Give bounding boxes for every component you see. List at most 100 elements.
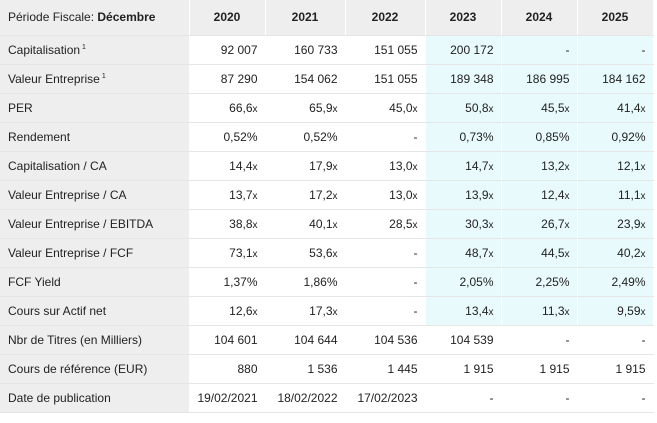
multiple-suffix: x (252, 306, 258, 318)
value-text: 18/02/2022 (277, 390, 338, 405)
value-text: 11,1 (618, 187, 641, 202)
value-text: 13,2 (541, 158, 565, 173)
value-text: 11,3 (542, 303, 565, 318)
row-label-text: Nbr de Titres (en Milliers) (8, 332, 143, 347)
value-text: - (641, 332, 646, 347)
value-text: 2,25% (535, 274, 570, 289)
year-header: 2022 (345, 0, 426, 36)
multiple-suffix: x (252, 248, 258, 260)
value-cell: - (345, 238, 426, 268)
value-text: 1 915 (615, 361, 646, 376)
table-row: Valeur Entreprise 1 87 290 154 062 151 055 18… (0, 64, 654, 94)
row-label-text: Valeur Entreprise / FCF (8, 245, 134, 260)
value-cell: 41,4x (577, 93, 654, 123)
value-text: 28,5 (389, 216, 413, 231)
multiple-suffix: x (412, 161, 418, 173)
value-text: 44,5 (541, 245, 565, 260)
row-label: Cours de référence (EUR) (0, 354, 190, 384)
value-text: 154 062 (294, 71, 338, 86)
value-cell: 11,3x (501, 296, 578, 326)
value-cell: 151 055 (345, 35, 426, 65)
value-text: 104 539 (450, 332, 494, 347)
value-text: 45,0 (389, 100, 413, 115)
value-text: 38,8 (229, 216, 253, 231)
value-text: 151 055 (374, 71, 418, 86)
year-header: 2020 (189, 0, 266, 36)
row-label-text: Capitalisation / CA (8, 158, 107, 173)
value-text: 26,7 (541, 216, 565, 231)
value-cell: 23,9x (577, 209, 654, 239)
value-text: 1 536 (307, 361, 338, 376)
value-cell: - (501, 383, 578, 413)
value-cell: 87 290 (189, 64, 266, 94)
value-cell: 1 915 (501, 354, 578, 384)
row-label: Valeur Entreprise / EBITDA (0, 209, 190, 239)
multiple-suffix: x (640, 248, 646, 260)
table-row: Valeur Entreprise / EBITDA 38,8x 40,1x 28,5… (0, 209, 654, 239)
value-cell: 28,5x (345, 209, 426, 239)
value-cell: - (501, 325, 578, 355)
multiple-suffix: x (488, 219, 494, 231)
header-row: Période Fiscale: Décembre 2020 2021 2022… (0, 0, 654, 36)
row-label: Rendement (0, 122, 190, 152)
row-label: Cours sur Actif net (0, 296, 190, 326)
value-text: 1,37% (223, 274, 258, 289)
row-label-text: Rendement (8, 129, 71, 144)
value-cell: 186 995 (501, 64, 578, 94)
table-row: Valeur Entreprise / FCF 73,1x 53,6x -48,7x 4… (0, 238, 654, 268)
multiple-suffix: x (332, 190, 338, 202)
value-cell: 2,25% (501, 267, 578, 297)
value-cell: 45,0x (345, 93, 426, 123)
value-cell: 14,7x (425, 151, 502, 181)
value-cell: 66,6x (189, 93, 266, 123)
value-text: 53,6 (309, 245, 333, 260)
value-cell: 17,3x (265, 296, 346, 326)
value-text: - (489, 390, 494, 405)
value-text: 92 007 (220, 42, 258, 57)
row-label-text: Date de publication (8, 390, 111, 405)
table-row: PER 66,6x 65,9x 45,0x 50,8x 45,5x 41,4x (0, 93, 654, 123)
value-text: 50,8 (465, 100, 489, 115)
footnote-marker[interactable]: 1 (82, 43, 86, 51)
value-cell: 14,4x (189, 151, 266, 181)
value-text: 17,3 (309, 303, 333, 318)
value-text: 65,9 (309, 100, 333, 115)
value-text: 1 915 (539, 361, 570, 376)
value-cell: 9,59x (577, 296, 654, 326)
value-text: 2,49% (611, 274, 646, 289)
value-cell: 73,1x (189, 238, 266, 268)
value-text: - (641, 42, 646, 57)
value-text: 17,9 (309, 158, 333, 173)
value-cell: 12,1x (577, 151, 654, 181)
row-label-text: FCF Yield (8, 274, 61, 289)
value-text: 104 601 (214, 332, 258, 347)
value-cell: - (577, 325, 654, 355)
multiple-suffix: x (412, 219, 418, 231)
value-text: 151 055 (374, 42, 418, 57)
value-cell: 11,1x (577, 180, 654, 210)
row-label-text: Valeur Entreprise / CA (8, 187, 127, 202)
value-cell: - (425, 383, 502, 413)
value-cell: 17/02/2023 (345, 383, 426, 413)
value-text: - (565, 390, 570, 405)
value-text: 12,6 (229, 303, 253, 318)
row-label: FCF Yield (0, 267, 190, 297)
value-cell: 13,7x (189, 180, 266, 210)
multiple-suffix: x (488, 190, 494, 202)
value-text: 14,4 (229, 158, 253, 173)
multiple-suffix: x (640, 103, 646, 115)
value-cell: 0,85% (501, 122, 578, 152)
value-cell: 26,7x (501, 209, 578, 239)
multiple-suffix: x (640, 306, 646, 318)
row-label: Date de publication (0, 383, 190, 413)
multiple-suffix: x (564, 219, 570, 231)
multiple-suffix: x (564, 190, 570, 202)
multiple-suffix: x (640, 161, 646, 173)
multiple-suffix: x (252, 103, 258, 115)
value-text: - (413, 245, 418, 260)
footnote-marker[interactable]: 1 (101, 72, 106, 80)
value-text: - (413, 129, 418, 144)
row-label-text: Cours de référence (EUR) (8, 361, 148, 376)
value-cell: 2,05% (425, 267, 502, 297)
value-text: 13,0 (389, 187, 413, 202)
